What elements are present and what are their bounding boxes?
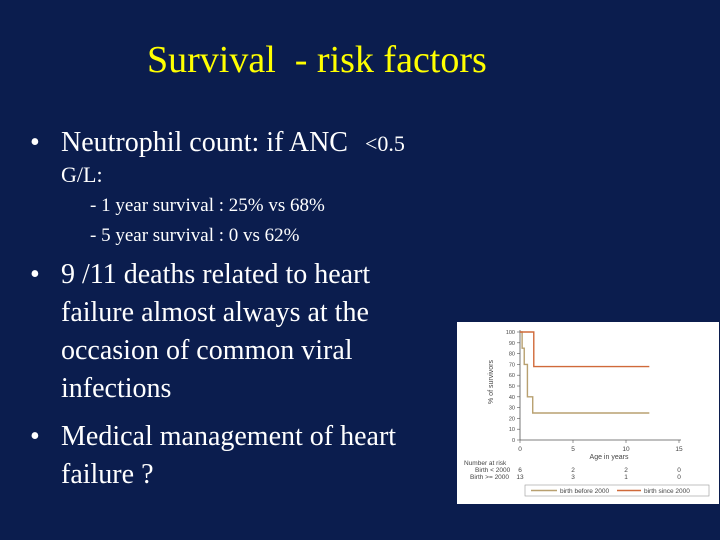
y-tick-label: 100 [506, 330, 515, 336]
risk-table-value: 1 [624, 474, 628, 481]
risk-table-value: 13 [516, 474, 524, 481]
survival-chart: % of survivors Age in years Number at ri… [457, 322, 719, 504]
risk-table-value: 2 [624, 467, 628, 474]
bullet-deaths-line: occasion of common viral [61, 335, 353, 366]
y-tick-label: 40 [509, 395, 515, 401]
legend-label-since: birth since 2000 [644, 488, 690, 495]
risk-table-value: 2 [571, 467, 575, 474]
y-axis-label: % of survivors [488, 360, 495, 404]
x-tick-label: 5 [571, 446, 575, 453]
bullet-management-line: Medical management of heart [61, 421, 397, 452]
legend-label-before: birth before 2000 [560, 488, 610, 495]
risk-table-value: 3 [571, 474, 575, 481]
y-tick-label: 90 [509, 341, 515, 347]
x-tick-label: 15 [675, 446, 683, 453]
y-tick-label: 50 [509, 384, 515, 390]
risk-row-label: Birth < 2000 [475, 467, 511, 474]
y-tick-label: 30 [509, 406, 515, 412]
bullet-deaths-line: infections [61, 373, 172, 404]
bullet-dot: • [30, 259, 40, 290]
bullet-neutrophil-text: Neutrophil count: if ANC [61, 127, 348, 158]
bullet-deaths-line: 9 /11 deaths related to heart [61, 259, 371, 290]
risk-table-value: 6 [518, 467, 522, 474]
y-tick-label: 80 [509, 352, 515, 358]
legend-box [524, 484, 710, 497]
y-tick-label: 70 [509, 362, 515, 368]
y-tick-label: 10 [509, 427, 515, 433]
y-tick-label: 0 [512, 438, 515, 444]
bullet-neutrophil-threshold: <0.5 [364, 131, 405, 156]
bullet-dot: • [30, 421, 40, 452]
bullet-dot: • [30, 127, 40, 158]
risk-row-label: Birth >= 2000 [470, 474, 509, 481]
x-tick-label: 10 [622, 446, 630, 453]
bullet-neutrophil-unit: G/L: [61, 162, 103, 187]
bullet-deaths-line: failure almost always at the [61, 297, 369, 328]
y-tick-label: 60 [509, 373, 515, 379]
risk-table-header: Number at risk [464, 460, 507, 467]
survival-chart-svg: % of survivors Age in years Number at ri… [464, 330, 710, 497]
y-tick-label: 20 [509, 416, 515, 422]
series-birth-since-2000 [520, 331, 650, 368]
sub-item-5-year: - 5 year survival : 0 vs 62% [90, 225, 300, 246]
risk-table-value: 0 [677, 467, 681, 474]
x-axis-label: Age in years [590, 454, 629, 461]
risk-table-value: 0 [677, 474, 681, 481]
sub-item-1-year: - 1 year survival : 25% vs 68% [90, 195, 325, 216]
series-birth-before-2000 [520, 331, 650, 414]
slide-title: Survival - risk factors [147, 39, 487, 81]
bullet-management-line: failure ? [61, 459, 154, 490]
x-tick-label: 0 [518, 446, 522, 453]
